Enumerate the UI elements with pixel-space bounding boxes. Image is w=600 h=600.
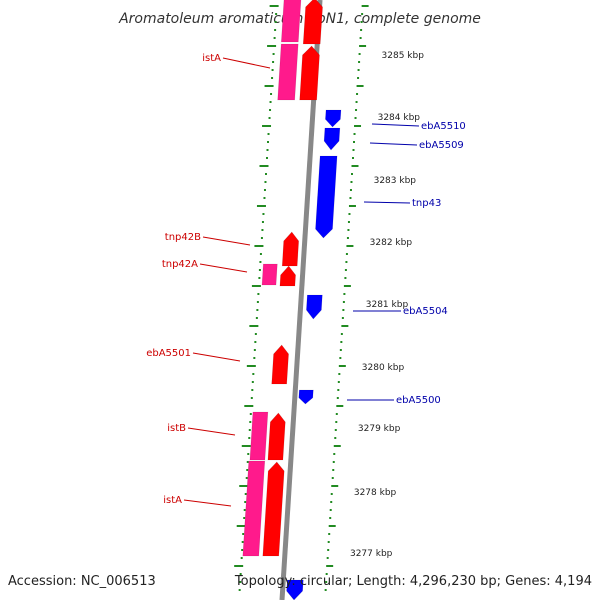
axis-tick-labels: 3285 kbp 3284 kbp 3283 kbp 3282 kbp 3281 kbp… (350, 51, 424, 559)
reverse-gene-arrow (298, 389, 314, 405)
gene-label: ebA5509 (419, 140, 464, 151)
axis-tick-label: 3279 kbp (358, 424, 401, 434)
outer-tick-track (324, 5, 369, 591)
label-leader-line (187, 427, 236, 436)
forward-gene (249, 411, 269, 461)
gene-label: istB (167, 423, 186, 434)
axis-tick-label: 3285 kbp (382, 51, 425, 61)
axis-tick-label: 3278 kbp (354, 488, 397, 498)
gene-label: ebA5500 (396, 395, 441, 406)
gene-label: tnp42A (162, 259, 198, 270)
forward-gene (261, 263, 278, 286)
forward-gene (242, 460, 266, 557)
reverse-gene-arrow (325, 109, 342, 128)
label-leader-line (363, 201, 411, 204)
forward-gene-arrow (267, 412, 286, 461)
forward-gene (277, 43, 299, 101)
forward-gene-arrow (279, 265, 296, 287)
gene-features (242, 0, 342, 600)
label-leader-line (371, 123, 420, 127)
label-leader-line (199, 263, 248, 273)
forward-gene (280, 0, 302, 43)
axis-tick-label: 3280 kbp (362, 363, 405, 373)
forward-gene-arrow (262, 461, 285, 557)
gene-label: ebA5504 (403, 306, 448, 317)
forward-gene-arrow (299, 45, 320, 101)
axis-tick-label: 3284 kbp (378, 113, 421, 123)
reverse-gene-arrow (306, 294, 323, 320)
axis-tick-label: 3277 kbp (350, 549, 393, 559)
forward-gene-arrow (302, 0, 323, 45)
axis-tick-label: 3281 kbp (366, 300, 409, 310)
axis-tick-label: 3282 kbp (370, 238, 413, 248)
label-leader-line (369, 142, 418, 146)
genome-summary-text: Topology: circular; Length: 4,296,230 bp… (234, 574, 592, 589)
reverse-gene-arrow (286, 579, 304, 600)
forward-gene-arrow (281, 231, 300, 267)
label-leader-line (183, 499, 232, 507)
gene-labels: istA ebA5510 ebA5509 tnp43 tnp42B tnp42A ebA55… (146, 53, 466, 507)
gene-label: ebA5501 (146, 348, 191, 359)
gene-label: tnp42B (165, 232, 201, 243)
accession-text: Accession: NC_006513 (8, 574, 156, 589)
gene-label: ebA5510 (421, 121, 466, 132)
axis-tick-label: 3283 kbp (374, 176, 417, 186)
gene-label: tnp43 (412, 198, 441, 209)
gene-label: istA (163, 495, 182, 506)
label-leader-line (202, 236, 251, 246)
label-leader-line (222, 57, 271, 69)
label-leader-line (192, 352, 241, 362)
reverse-gene-arrow (315, 155, 338, 239)
reverse-gene-arrow (323, 127, 341, 151)
gene-label: istA (202, 53, 221, 64)
forward-gene-arrow (271, 344, 289, 385)
inner-tick-track (234, 5, 279, 591)
